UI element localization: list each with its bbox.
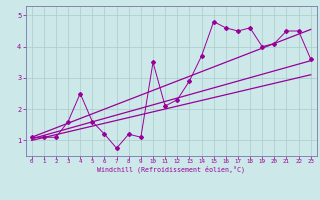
X-axis label: Windchill (Refroidissement éolien,°C): Windchill (Refroidissement éolien,°C) — [97, 165, 245, 173]
